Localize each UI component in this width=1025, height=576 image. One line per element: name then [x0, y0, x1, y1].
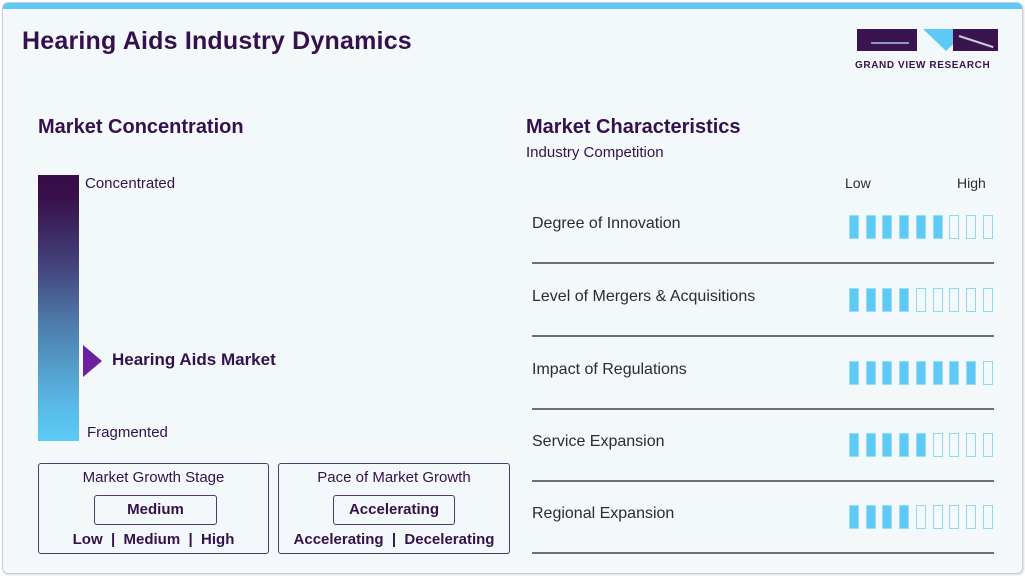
rating-segment-filled: [849, 215, 859, 239]
rating-segment-empty: [932, 505, 943, 529]
rating-segment-empty: [915, 505, 926, 529]
rating-segment-filled: [882, 288, 893, 312]
rating-segment-empty: [932, 433, 943, 457]
scale-low-label: Low: [845, 175, 871, 191]
market-concentration-title: Market Concentration: [38, 116, 244, 138]
growth-pace-title: Pace of Market Growth: [317, 469, 471, 486]
rating-segment-empty: [949, 288, 960, 312]
logo-text: GRAND VIEW RESEARCH: [855, 60, 991, 71]
rating-segment-filled: [932, 215, 943, 239]
fragmented-label: Fragmented: [87, 424, 168, 441]
rating-segment-empty: [965, 505, 976, 529]
characteristic-label: Impact of Regulations: [532, 361, 687, 378]
rating-segment-filled: [899, 215, 910, 239]
rating-segment-filled: [915, 433, 926, 457]
characteristic-label: Level of Mergers & Acquisitions: [532, 288, 756, 305]
rating-segment-empty: [949, 433, 960, 457]
market-growth-stage-box: Market Growth Stage Medium Low | Medium …: [38, 463, 269, 554]
rating-segment-filled: [899, 433, 910, 457]
top-accent-strip: [3, 3, 1022, 9]
industry-competition-subtitle: Industry Competition: [526, 144, 664, 161]
rating-segment-filled: [865, 215, 876, 239]
scale-high-label: High: [957, 175, 986, 191]
concentration-gradient-bar: [38, 175, 79, 441]
row-divider: [532, 262, 994, 264]
growth-pace-options: Accelerating | Decelerating: [293, 531, 495, 548]
rating-segment-filled: [849, 288, 859, 312]
rating-segment-filled: [849, 361, 859, 385]
rating-segment-empty: [965, 215, 976, 239]
logo-icon: [855, 29, 1000, 53]
market-characteristics-title: Market Characteristics: [526, 116, 741, 138]
rating-segment-empty: [965, 433, 976, 457]
rating-segment-filled: [949, 361, 960, 385]
growth-stage-options: Low | Medium | High: [72, 531, 235, 548]
rating-segment-filled: [899, 288, 910, 312]
rating-segment-filled: [849, 433, 859, 457]
rating-segment-empty: [949, 215, 960, 239]
rating-segment-empty: [982, 215, 993, 239]
growth-stage-value: Medium: [94, 495, 217, 525]
rating-segment-filled: [865, 361, 876, 385]
market-position-label: Hearing Aids Market: [112, 350, 276, 369]
rating-segment-filled: [882, 361, 893, 385]
rating-segment-empty: [949, 505, 960, 529]
rating-segment-filled: [882, 505, 893, 529]
row-divider: [532, 552, 994, 554]
pace-of-market-growth-box: Pace of Market Growth Accelerating Accel…: [278, 463, 510, 554]
rating-segment-empty: [982, 505, 993, 529]
rating-segment-empty: [982, 433, 993, 457]
rating-segment-empty: [915, 288, 926, 312]
rating-segment-filled: [915, 215, 926, 239]
rating-segment-filled: [965, 361, 976, 385]
characteristic-label: Degree of Innovation: [532, 215, 681, 232]
page-title: Hearing Aids Industry Dynamics: [22, 27, 412, 55]
rating-segment-filled: [899, 505, 910, 529]
rating-segment-empty: [965, 288, 976, 312]
growth-stage-title: Market Growth Stage: [82, 469, 225, 486]
row-divider: [532, 480, 994, 482]
rating-segment-filled: [865, 433, 876, 457]
rating-segment-filled: [915, 361, 926, 385]
rating-segment-empty: [932, 288, 943, 312]
rating-segment-filled: [865, 288, 876, 312]
grand-view-research-logo: GRAND VIEW RESEARCH: [855, 29, 1000, 71]
market-position-marker-icon: [83, 345, 102, 377]
rating-segment-filled: [899, 361, 910, 385]
characteristic-label: Regional Expansion: [532, 505, 675, 522]
growth-pace-value: Accelerating: [333, 495, 455, 525]
rating-segment-filled: [882, 433, 893, 457]
row-divider: [532, 408, 994, 410]
rating-segment-empty: [982, 288, 993, 312]
characteristic-label: Service Expansion: [532, 433, 665, 450]
rating-segment-filled: [932, 361, 943, 385]
rating-segment-empty: [982, 361, 993, 385]
row-divider: [532, 335, 994, 337]
rating-segment-filled: [865, 505, 876, 529]
rating-segment-filled: [882, 215, 893, 239]
concentrated-label: Concentrated: [85, 175, 176, 192]
rating-segment-filled: [849, 505, 859, 529]
